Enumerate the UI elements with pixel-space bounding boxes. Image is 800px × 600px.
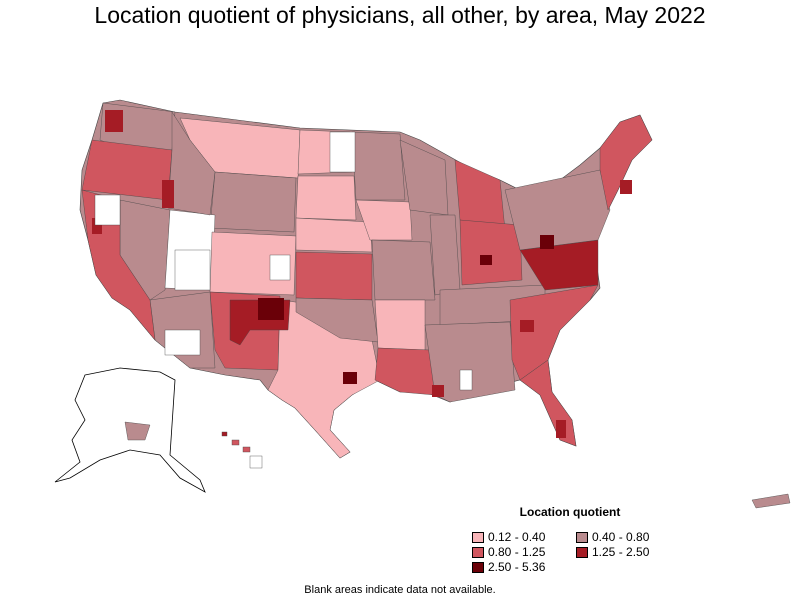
area-high-ca <box>92 218 102 234</box>
legend-label: 0.80 - 1.25 <box>488 545 546 559</box>
alaska <box>54 367 206 493</box>
area-high-la <box>432 385 444 397</box>
region-nebraska <box>295 217 373 253</box>
region-minnesota <box>351 131 406 201</box>
region-new-england <box>599 114 653 211</box>
legend-label: 1.25 - 2.50 <box>592 545 650 559</box>
area-very-high-va <box>540 235 554 249</box>
region-georgia-carolinas <box>509 284 599 381</box>
no-data-az <box>164 329 201 356</box>
area-high-ne <box>620 180 632 194</box>
region-iowa <box>355 199 413 241</box>
legend-label: 0.12 - 0.40 <box>488 530 546 544</box>
area-very-high-oh <box>480 255 492 265</box>
region-arkansas <box>374 299 426 351</box>
legend-item-0: 0.12 - 0.40 <box>472 530 545 544</box>
footnote: Blank areas indicate data not available. <box>304 584 496 596</box>
legend-label: 0.40 - 0.80 <box>592 530 650 544</box>
legend-item-4: 2.50 - 5.36 <box>472 560 545 574</box>
no-data-areas <box>94 131 473 391</box>
no-data-nv <box>94 194 121 226</box>
legend-item-2: 0.80 - 1.25 <box>472 545 545 559</box>
hawaii-island-4 <box>249 455 263 469</box>
alaska-area-filled <box>124 421 151 441</box>
hawaii-island-2 <box>231 439 240 446</box>
legend-swatch-icon <box>576 531 588 543</box>
hawaii <box>221 431 263 469</box>
legend-swatch-icon <box>576 546 588 558</box>
legend-swatch-icon <box>472 531 484 543</box>
legend-swatch-icon <box>472 546 484 558</box>
region-wyoming <box>209 171 297 233</box>
map-title: Location quotient of physicians, all oth… <box>94 2 706 28</box>
high-value-areas <box>92 110 632 438</box>
legend-item-3: 1.25 - 2.50 <box>576 545 649 559</box>
region-kansas <box>295 251 373 301</box>
legend-title: Location quotient <box>519 505 621 519</box>
legend-label: 2.50 - 5.36 <box>488 560 546 574</box>
region-louisiana <box>374 347 436 396</box>
region-idaho <box>167 111 216 216</box>
legend-swatch-icon <box>472 561 484 573</box>
area-high-ut <box>162 180 174 208</box>
region-southdakota <box>295 175 357 221</box>
puerto-rico <box>751 493 791 509</box>
region-missouri <box>371 239 436 301</box>
no-data-ut <box>174 249 211 291</box>
region-pennsylvania-ny <box>504 169 611 251</box>
region-texas <box>267 299 381 459</box>
area-very-high-ms <box>343 372 357 384</box>
region-mississippi-alabama <box>424 321 516 403</box>
hawaii-island-3 <box>242 446 251 453</box>
region-indiana-ohio <box>459 219 523 286</box>
region-oklahoma <box>295 297 379 343</box>
region-oregon <box>81 139 173 201</box>
no-data-ms <box>459 369 473 391</box>
region-michigan <box>454 159 506 231</box>
no-data-co <box>269 254 291 281</box>
legend-item-1: 0.40 - 0.80 <box>576 530 649 544</box>
region-illinois <box>429 214 461 296</box>
area-high-fl <box>556 420 566 438</box>
hawaii-island-1 <box>221 431 228 437</box>
no-data-nd <box>329 131 356 173</box>
area-very-high-ok <box>258 298 284 320</box>
area-high-wa <box>105 110 123 132</box>
area-high-ga <box>520 320 534 332</box>
